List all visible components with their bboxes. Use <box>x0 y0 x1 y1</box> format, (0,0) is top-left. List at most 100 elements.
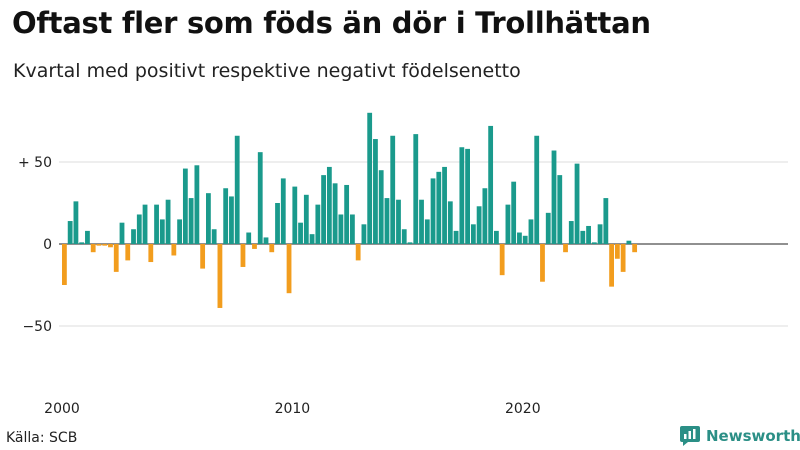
bar <box>626 240 632 244</box>
bar <box>240 244 246 267</box>
bar <box>528 219 534 244</box>
chart-subtitle: Kvartal med positivt respektive negativt… <box>13 60 521 82</box>
bar <box>90 244 96 253</box>
bar <box>580 230 586 244</box>
bars <box>62 112 638 308</box>
bar <box>401 229 407 244</box>
bar <box>269 244 275 253</box>
bar <box>557 175 563 244</box>
bar <box>315 204 321 244</box>
bar <box>73 201 79 244</box>
bar <box>609 244 614 287</box>
bar <box>263 237 269 244</box>
x-tick-label: 2020 <box>505 401 541 417</box>
bar <box>545 212 551 244</box>
x-axis-labels: 2000 2010 2020 <box>44 401 540 417</box>
bar <box>614 244 620 259</box>
bar <box>597 224 603 244</box>
bar <box>470 224 476 244</box>
bar <box>442 166 447 244</box>
bar <box>338 214 344 244</box>
bar <box>591 242 597 244</box>
bar <box>321 175 326 244</box>
chart-bubble-icon <box>680 426 700 446</box>
bar <box>234 135 240 244</box>
chart-title: Oftast fler som föds än dör i Trollhätta… <box>12 6 651 40</box>
bar <box>85 230 90 244</box>
bar <box>563 244 568 253</box>
bar <box>303 194 309 244</box>
bar <box>194 165 200 244</box>
bar <box>79 242 85 244</box>
bar <box>206 193 211 244</box>
bar <box>436 171 442 244</box>
x-tick-label: 2000 <box>44 401 80 417</box>
bar <box>453 230 459 244</box>
bar <box>534 135 540 244</box>
bar-chart: + 50 0 −50 2000 2010 2020 <box>18 112 788 417</box>
bar <box>171 244 177 256</box>
bar <box>505 204 511 244</box>
bar <box>102 244 108 246</box>
bar <box>188 198 194 244</box>
bar <box>586 225 591 244</box>
bar <box>384 198 390 244</box>
bar <box>148 244 154 263</box>
bar <box>632 244 638 253</box>
y-tick-label: + 50 <box>18 155 52 171</box>
bar <box>361 224 367 244</box>
bar <box>396 199 401 244</box>
bar <box>142 204 148 244</box>
bar <box>494 230 499 244</box>
bar <box>223 188 229 244</box>
bar <box>200 244 206 269</box>
bar <box>424 219 430 244</box>
x-tick-label: 2010 <box>275 401 311 417</box>
brand-name: Newsworthy <box>706 427 800 445</box>
bar <box>499 244 505 276</box>
bar <box>430 178 436 244</box>
bar <box>257 152 263 244</box>
bar <box>540 244 545 282</box>
bar <box>476 206 482 244</box>
bar <box>159 219 165 244</box>
bar <box>113 244 119 272</box>
bar <box>309 234 315 244</box>
bar <box>326 166 332 244</box>
bar <box>275 203 280 244</box>
bar <box>419 199 424 244</box>
bar <box>413 134 419 244</box>
bar <box>211 229 217 244</box>
bar <box>67 221 73 244</box>
bar <box>177 219 182 244</box>
bar <box>517 232 522 244</box>
bar <box>465 148 470 244</box>
bar <box>390 135 396 244</box>
bar <box>482 188 488 244</box>
bar <box>154 204 159 244</box>
y-axis-labels: + 50 0 −50 <box>18 155 52 335</box>
bar <box>298 222 303 244</box>
bar <box>286 244 292 294</box>
bar <box>119 222 125 244</box>
bar <box>373 139 378 244</box>
bar <box>511 181 517 244</box>
bar <box>459 147 465 244</box>
bar <box>246 232 252 244</box>
bar <box>378 170 384 244</box>
bar <box>447 201 453 244</box>
y-tick-label: −50 <box>22 319 52 335</box>
bar <box>229 196 234 244</box>
bar <box>522 235 528 244</box>
bar <box>355 244 361 261</box>
bar <box>252 244 257 249</box>
bar <box>488 125 494 244</box>
bar <box>96 244 102 246</box>
bar <box>292 186 298 244</box>
bar <box>108 244 113 248</box>
source-note: Källa: SCB <box>6 430 78 446</box>
bar <box>344 184 350 244</box>
bar <box>165 199 171 244</box>
bar <box>182 168 188 244</box>
bar <box>125 244 131 261</box>
